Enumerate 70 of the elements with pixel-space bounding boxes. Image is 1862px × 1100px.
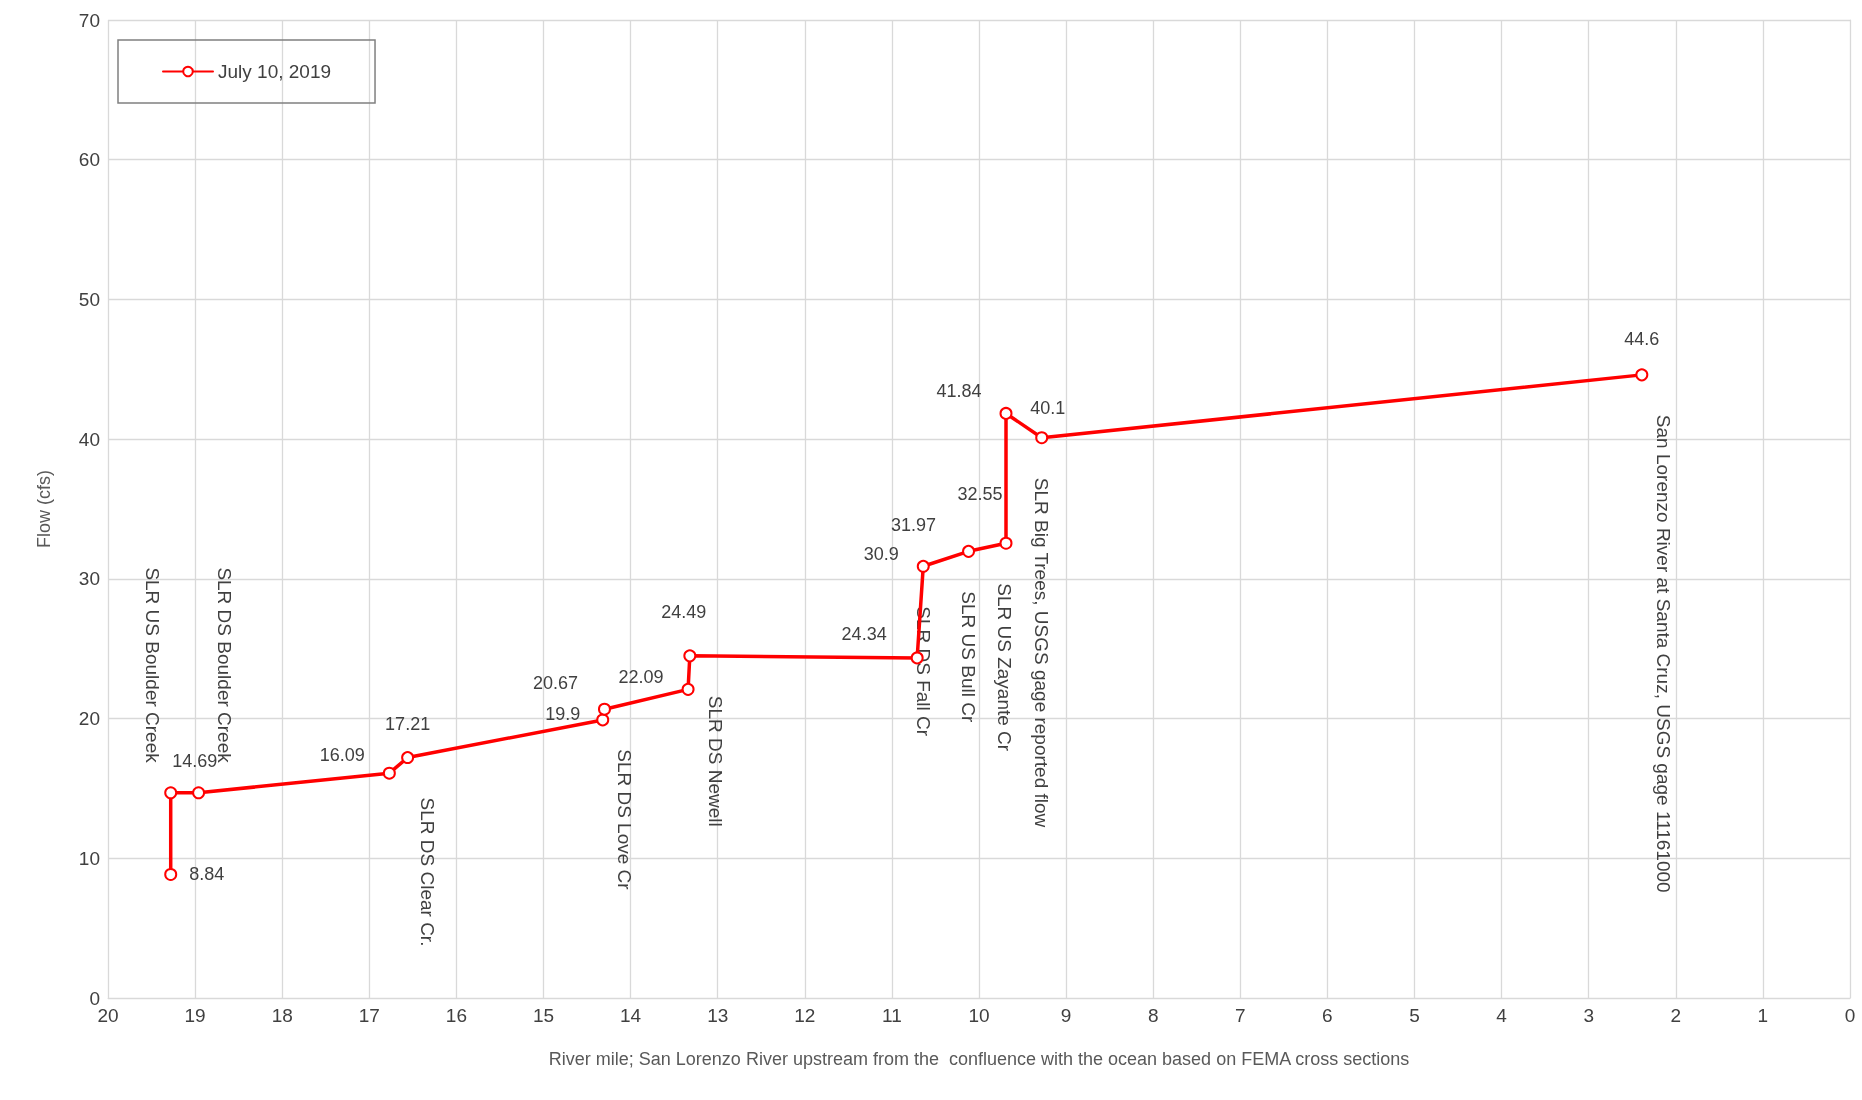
annotation: SLR US Boulder Creek	[142, 567, 164, 764]
data-label: 31.97	[891, 515, 937, 536]
x-tick-label: 5	[1409, 1005, 1420, 1026]
annotation: San Lorenzo River at Santa Cruz, USGS gage 11161000	[1653, 414, 1675, 893]
point	[192, 786, 206, 800]
point	[1635, 368, 1649, 382]
point	[596, 713, 610, 727]
x-tick-label: 18	[271, 1005, 293, 1026]
data-label: 40.1	[1030, 398, 1066, 419]
point	[164, 868, 178, 881]
data-label: 30.9	[863, 544, 899, 565]
y-tick-label: 10	[78, 847, 100, 869]
x-tick-label: 4	[1496, 1005, 1508, 1026]
x-tick-label: 13	[707, 1005, 729, 1026]
x-tick-label: 2	[1670, 1005, 1682, 1026]
annotation: SLR DS Newell	[705, 695, 727, 827]
x-tick-label: 6	[1322, 1005, 1333, 1026]
y-tick-label: 50	[78, 288, 100, 310]
data-label: 20.67	[532, 673, 578, 694]
x-tick-label: 12	[794, 1005, 816, 1026]
data-label: 41.84	[936, 381, 982, 402]
annotation: SLR Big Trees, USGS gage reported flow	[1031, 477, 1053, 828]
y-tick-label: 30	[78, 568, 100, 590]
x-tick-label: 10	[968, 1005, 990, 1026]
data-label: 14.69	[172, 751, 218, 772]
data-label: 24.34	[841, 623, 887, 644]
data-label: 24.49	[661, 602, 707, 623]
data-label: 8.84	[189, 864, 225, 885]
legend-label: July 10, 2019	[218, 61, 332, 82]
data-label: 44.6	[1624, 329, 1660, 350]
point	[999, 536, 1013, 550]
x-tick-label: 14	[620, 1005, 642, 1026]
point	[916, 559, 930, 573]
point	[683, 649, 697, 663]
point	[382, 766, 396, 780]
x-tick-label: 11	[882, 1005, 902, 1026]
x-tick-label: 0	[1844, 1005, 1856, 1026]
data-label: 22.09	[618, 667, 664, 688]
x-tick-label: 7	[1235, 1005, 1246, 1026]
y-tick-label: 60	[78, 149, 100, 171]
x-axis-title: River mile; San Lorenzo River upstream from the confluence with the ocean based on FEMA cross sections	[548, 1049, 1410, 1069]
annotation: SLR US Bull Cr	[958, 591, 980, 723]
y-tick-label: 20	[78, 708, 100, 730]
x-tick-label: 3	[1583, 1005, 1594, 1026]
annotation: SLR DS Love Cr	[613, 749, 635, 891]
x-tick-label: 8	[1147, 1005, 1159, 1026]
x-tick-label: 15	[532, 1005, 555, 1026]
x-tick-label: 20	[97, 1005, 119, 1026]
point	[401, 751, 415, 765]
x-tick-label: 19	[184, 1005, 206, 1026]
x-tick-label: 9	[1060, 1005, 1072, 1026]
data-label: 17.21	[385, 714, 431, 735]
data-label: 19.9	[545, 703, 581, 724]
annotation: SLR DS Clear Cr.	[417, 797, 439, 947]
y-tick-label: 0	[89, 987, 100, 1009]
annotation: SLR US Zayante Cr	[993, 583, 1015, 752]
data-label: 16.09	[319, 745, 365, 766]
point	[962, 544, 976, 558]
x-tick-label: 16	[445, 1005, 467, 1026]
point	[681, 682, 695, 696]
y-axis-title: Flow (cfs)	[34, 470, 54, 548]
data-label: 32.55	[957, 483, 1003, 504]
y-tick-label: 40	[78, 428, 100, 450]
y-tick-label: 70	[78, 9, 100, 31]
x-tick-label: 17	[358, 1005, 380, 1026]
point	[999, 406, 1013, 420]
point	[164, 786, 178, 800]
point	[1035, 431, 1049, 445]
point	[597, 702, 611, 716]
x-tick-label: 1	[1757, 1005, 1769, 1026]
